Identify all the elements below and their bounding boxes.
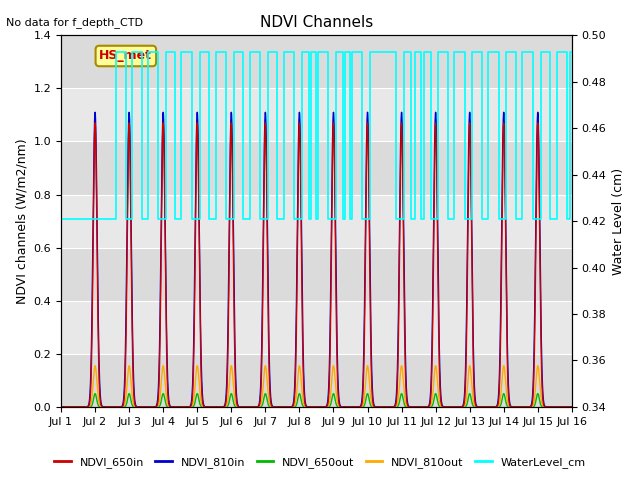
Bar (61, 142, 572, 194)
Title: NDVI Channels: NDVI Channels (260, 15, 373, 30)
Y-axis label: NDVI channels (W/m2/nm): NDVI channels (W/m2/nm) (15, 138, 28, 304)
Text: No data for f_depth_CTD: No data for f_depth_CTD (6, 17, 143, 28)
Text: HS_met: HS_met (99, 49, 152, 62)
Bar (61, 248, 572, 301)
Bar (61, 354, 572, 407)
Legend: NDVI_650in, NDVI_810in, NDVI_650out, NDVI_810out, WaterLevel_cm: NDVI_650in, NDVI_810in, NDVI_650out, NDV… (50, 452, 590, 472)
Bar (61, 36, 572, 88)
Y-axis label: Water Level (cm): Water Level (cm) (612, 168, 625, 275)
